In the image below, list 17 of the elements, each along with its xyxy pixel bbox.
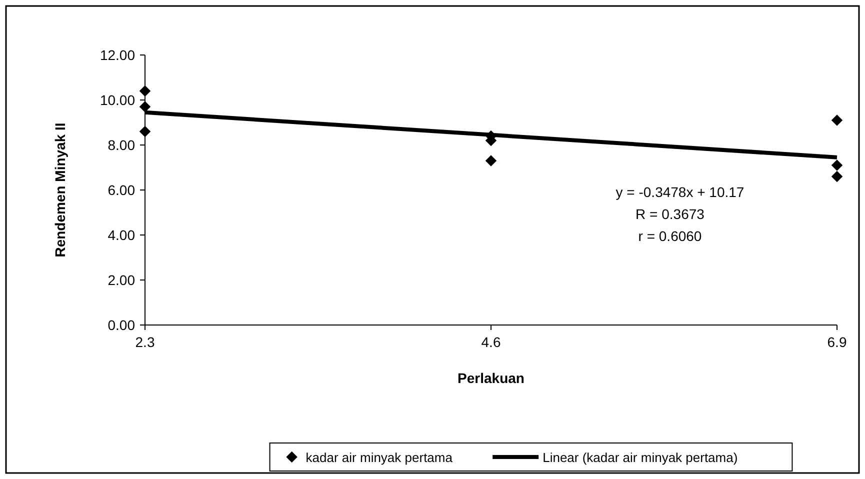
y-tick-label: 0.00 (108, 316, 136, 333)
legend-label: kadar air minyak pertama (306, 450, 454, 465)
y-tick-label: 8.00 (108, 136, 136, 153)
y-tick-label: 6.00 (108, 182, 136, 198)
y-tick-label: 10.00 (100, 92, 136, 108)
x-tick-label: 4.6 (481, 334, 501, 350)
y-axis-title: Rendemen Minyak II (52, 122, 68, 258)
annotation: r = 0.6060 (638, 228, 702, 244)
annotation: R = 0.3673 (636, 206, 705, 222)
x-tick-label: 6.9 (827, 334, 847, 350)
y-tick-label: 4.00 (108, 226, 136, 243)
annotation: y = -0.3478x + 10.17 (616, 184, 744, 200)
x-tick-label: 2.3 (135, 334, 155, 350)
legend-label: Linear (kadar air minyak pertama) (542, 450, 738, 465)
x-axis-title: Perlakuan (458, 370, 524, 386)
y-tick-label: 12.00 (100, 46, 136, 63)
y-tick-label: 2.00 (108, 272, 136, 288)
